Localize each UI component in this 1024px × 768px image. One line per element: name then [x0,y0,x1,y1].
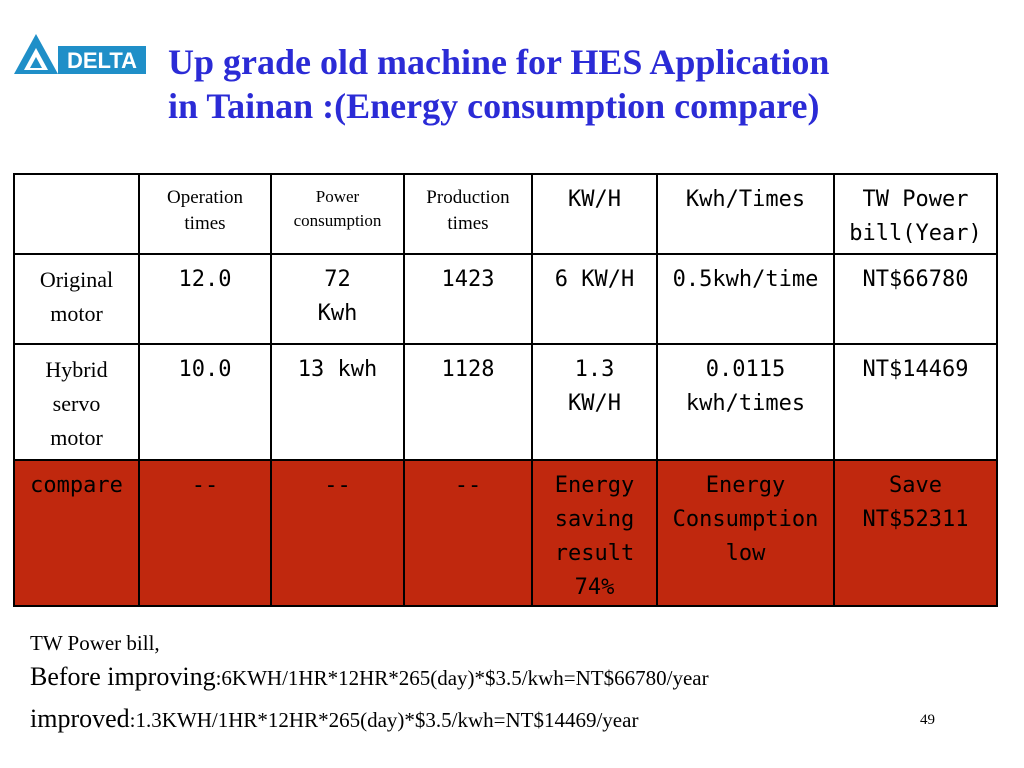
cell-production-times: 1423 [403,253,533,345]
cell-kwh-times: Energy Consumption low [656,459,835,607]
footer-improved-label: improved [30,704,130,733]
footer-before-label: Before improving [30,662,216,691]
footer-improved-formula: :1.3KWH/1HR*12HR*265(day)*$3.5/kwh=NT$14… [129,708,639,732]
cell-kwh: 1.3 KW/H [531,343,658,461]
logo-text: DELTA [67,48,137,73]
header-kwh: KW/H [531,173,658,255]
cell-power-consumption: 72 Kwh [270,253,405,345]
cell-kwh: Energy saving result 74% [531,459,658,607]
header-power-consumption: Power consumption [270,173,405,255]
cell-production-times: -- [403,459,533,607]
footer-notes: TW Power bill, Before improving:6KWH/1HR… [30,628,1010,742]
slide-title: Up grade old machine for HES Application… [168,40,1008,128]
header-operation-times: Operation times [138,173,272,255]
cell-tw-power-bill: NT$14469 [833,343,998,461]
cell-kwh-times: 0.0115 kwh/times [656,343,835,461]
footer-line-3: improved:1.3KWH/1HR*12HR*265(day)*$3.5/k… [30,700,1010,742]
cell-kwh: 6 KW/H [531,253,658,345]
header-production-times: Production times [403,173,533,255]
cell-operation-times: 12.0 [138,253,272,345]
cell-power-consumption: 13 kwh [270,343,405,461]
cell-tw-power-bill: NT$66780 [833,253,998,345]
footer-line-2: Before improving:6KWH/1HR*12HR*265(day)*… [30,658,1010,700]
row-label: Hybrid servo motor [13,343,140,461]
footer-before-formula: :6KWH/1HR*12HR*265(day)*$3.5/kwh=NT$6678… [215,666,709,690]
header-row: Operation times Power consumption Produc… [13,173,998,255]
header-blank [13,173,140,255]
table-row-hybrid-servo-motor: Hybrid servo motor 10.0 13 kwh 1128 1.3 … [13,343,998,461]
row-label: compare [13,459,140,607]
delta-logo: DELTA [10,30,148,80]
cell-kwh-times: 0.5kwh/time [656,253,835,345]
table-row-original-motor: Original motor 12.0 72 Kwh 1423 6 KW/H 0… [13,253,998,345]
cell-tw-power-bill: Save NT$52311 [833,459,998,607]
energy-comparison-table: Operation times Power consumption Produc… [13,173,998,607]
table-row-compare: compare -- -- -- Energy saving result 74… [13,459,998,607]
cell-power-consumption: -- [270,459,405,607]
cell-operation-times: -- [138,459,272,607]
footer-line-1: TW Power bill, [30,631,160,655]
title-line-2: in Tainan :(Energy consumption compare) [168,86,820,126]
cell-production-times: 1128 [403,343,533,461]
title-line-1: Up grade old machine for HES Application [168,42,830,82]
header-kwh-times: Kwh/Times [656,173,835,255]
row-label: Original motor [13,253,140,345]
header-tw-power-bill: TW Power bill(Year) [833,173,998,255]
delta-triangle-icon [14,34,58,74]
cell-operation-times: 10.0 [138,343,272,461]
page-number: 49 [920,712,935,728]
